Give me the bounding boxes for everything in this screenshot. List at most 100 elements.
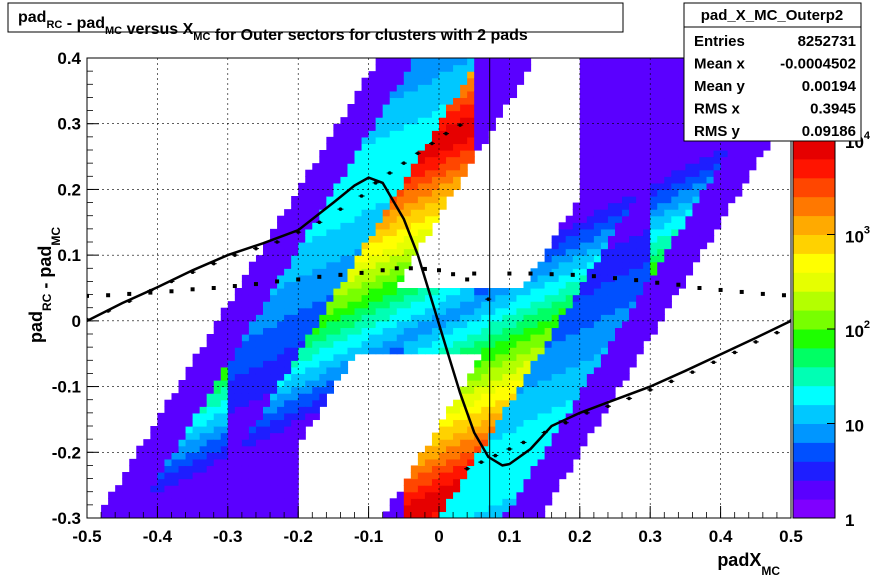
heatmap-cell	[255, 366, 264, 375]
heatmap-cell	[171, 458, 180, 467]
heatmap-cell	[417, 340, 426, 348]
heatmap-cell	[326, 301, 334, 309]
heatmap-cell	[220, 419, 229, 427]
heatmap-cell	[368, 255, 377, 263]
heatmap-cell	[143, 465, 151, 473]
heatmap-cell	[467, 97, 475, 105]
heatmap-cell	[558, 386, 567, 394]
heatmap-cell	[305, 301, 313, 309]
heatmap-cell	[361, 123, 370, 131]
heatmap-cell	[424, 485, 433, 493]
heatmap-cell	[333, 150, 342, 158]
chart-title: padRC - padMC versus XMC for Outer secto…	[18, 9, 528, 44]
heatmap-cell	[192, 426, 201, 434]
heatmap-cell	[488, 320, 496, 329]
heatmap-cell	[410, 235, 419, 243]
heatmap-cell	[326, 248, 334, 256]
heatmap-cell	[319, 261, 327, 269]
heatmap-cell	[615, 77, 623, 85]
heatmap-cell	[453, 97, 461, 105]
heatmap-cell	[495, 491, 503, 499]
heatmap-cell	[593, 360, 602, 368]
heatmap-cell	[354, 130, 363, 138]
heatmap-cell	[446, 288, 454, 296]
heatmap-cell	[636, 97, 644, 105]
heatmap-cell	[347, 215, 356, 223]
heatmap-cell	[495, 71, 503, 79]
heatmap-cell	[263, 281, 271, 289]
heatmap-cell	[565, 386, 574, 394]
heatmap-cell	[206, 478, 215, 486]
heatmap-cell	[361, 90, 370, 99]
heatmap-cell	[424, 465, 433, 473]
heatmap-cell	[636, 340, 644, 348]
heatmap-cell	[361, 255, 370, 263]
heatmap-cell	[481, 97, 489, 105]
heatmap-cell	[157, 458, 166, 467]
heatmap-cell	[213, 340, 222, 348]
colorbar-swatch	[793, 196, 835, 217]
heatmap-cell	[453, 432, 461, 440]
heatmap-cell	[227, 465, 236, 473]
heatmap-cell	[671, 202, 679, 210]
heatmap-cell	[636, 196, 644, 204]
heatmap-cell	[424, 117, 433, 125]
heatmap-cell	[488, 432, 496, 440]
heatmap-cell	[270, 255, 278, 263]
heatmap-cell	[319, 169, 327, 177]
heatmap-cell	[488, 58, 496, 66]
heatmap-cell	[523, 426, 532, 434]
heatmap-cell	[579, 196, 588, 204]
heatmap-cell	[361, 130, 370, 138]
heatmap-cell	[277, 399, 285, 407]
heatmap-cell	[636, 202, 644, 210]
heatmap-cell	[291, 248, 299, 256]
heatmap-cell	[643, 71, 651, 79]
heatmap-cell	[622, 130, 630, 138]
heatmap-cell	[241, 347, 250, 355]
heatmap-cell	[537, 334, 546, 342]
heatmap-cell	[164, 485, 173, 493]
heatmap-cell	[671, 288, 679, 296]
colorbar-swatch	[793, 480, 835, 500]
heatmap-cell	[192, 445, 201, 453]
heatmap-cell	[558, 353, 567, 361]
heatmap-cell	[692, 202, 701, 210]
heatmap-cell	[340, 261, 349, 269]
heatmap-cell	[255, 314, 264, 322]
heatmap-cell	[579, 156, 588, 164]
heatmap-cell	[481, 478, 489, 486]
heatmap-cell	[248, 386, 257, 394]
heatmap-cell	[615, 169, 623, 177]
heatmap-cell	[255, 261, 264, 269]
heatmap-cell	[474, 426, 482, 434]
heatmap-cell	[481, 373, 489, 381]
heatmap-cell	[192, 452, 201, 460]
heatmap-cell	[502, 288, 510, 296]
heatmap-cell	[291, 393, 299, 401]
heatmap-cell	[417, 150, 426, 158]
heatmap-cell	[340, 248, 349, 256]
heatmap-cell	[333, 248, 342, 256]
heatmap-cell	[255, 491, 264, 499]
heatmap-cell	[396, 123, 405, 131]
heatmap-cell	[446, 64, 454, 72]
heatmap-cell	[692, 189, 701, 197]
heatmap-cell	[495, 294, 503, 302]
heatmap-cell	[615, 189, 623, 197]
heatmap-cell	[509, 504, 518, 513]
heatmap-cell	[579, 399, 588, 407]
heatmap-cell	[326, 156, 334, 164]
heatmap-cell	[600, 71, 609, 79]
heatmap-cell	[607, 307, 616, 315]
heatmap-cell	[340, 202, 349, 210]
heatmap-cell	[657, 130, 665, 138]
heatmap-cell	[291, 445, 299, 453]
profile-flat-point	[613, 276, 617, 281]
heatmap-cell	[495, 386, 503, 394]
heatmap-cell	[657, 288, 665, 296]
heatmap-cell	[305, 412, 313, 421]
heatmap-cell	[403, 176, 412, 184]
heatmap-cell	[263, 386, 271, 394]
